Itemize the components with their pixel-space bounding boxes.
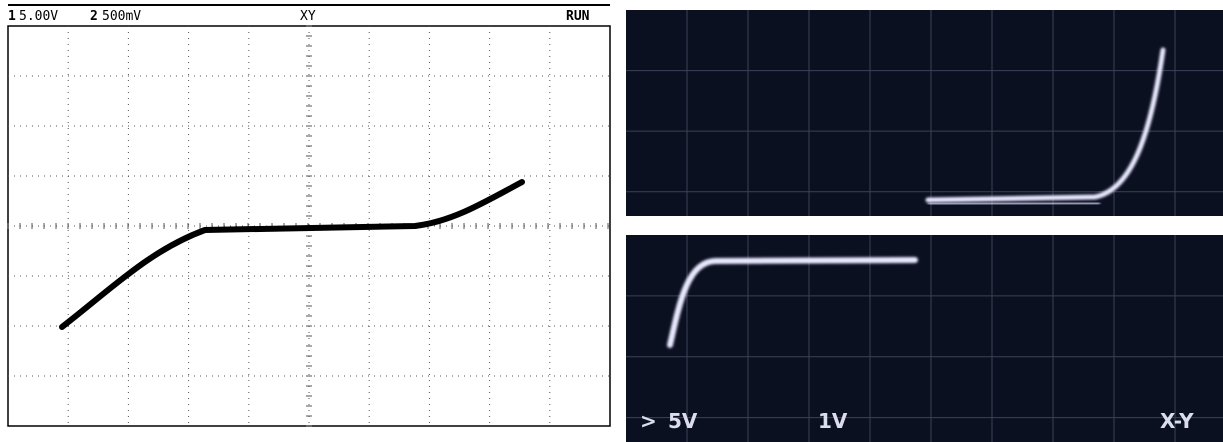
- analog-scope-bottom: > 5V 1V X-Y: [626, 235, 1223, 442]
- mode-label: X-Y: [1160, 409, 1194, 433]
- channel1-scale: 5V: [668, 409, 698, 433]
- status-label: RUN: [566, 9, 590, 24]
- marker: >: [640, 409, 657, 433]
- screen-background: [626, 235, 1223, 442]
- channel2-scale: 500mV: [102, 9, 141, 24]
- channel2-label: 2: [90, 9, 98, 24]
- channel1-label: 1: [8, 9, 16, 24]
- trace: [925, 47, 1166, 203]
- grid: [626, 10, 1223, 216]
- trace: [667, 257, 918, 348]
- analog-scope-top: [626, 10, 1223, 216]
- trace: [59, 179, 525, 330]
- channel2-scale: 1V: [818, 409, 848, 433]
- channel1-scale: 5.00V: [19, 9, 58, 24]
- mode-label: XY: [300, 9, 316, 24]
- screen-background: [626, 10, 1223, 216]
- grid: [626, 235, 1223, 442]
- trace-return: [927, 201, 1101, 206]
- digital-scope: 1 5.00V 2 500mV XY RUN: [7, 4, 611, 427]
